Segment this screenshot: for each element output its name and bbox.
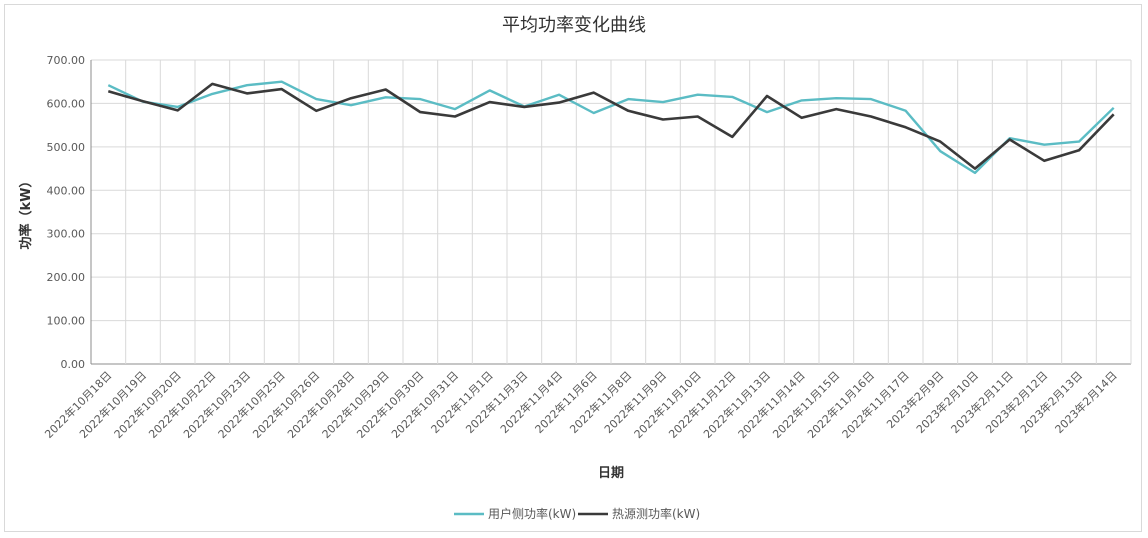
y-tick-label: 400.00 bbox=[47, 184, 86, 197]
chart-legend: 用户侧功率(kW) 热源测功率(kW) bbox=[454, 506, 700, 521]
x-tick-label: 2022年11月8日 bbox=[567, 368, 635, 436]
y-tick-label: 300.00 bbox=[47, 228, 86, 241]
legend-label-1: 用户侧功率(kW) bbox=[488, 506, 576, 521]
x-tick-label: 2023年2月13日 bbox=[1017, 368, 1085, 436]
x-tick-label: 2022年11月4日 bbox=[497, 368, 565, 436]
series-line-1 bbox=[107, 80, 1115, 175]
x-tick-label: 2022年11月3日 bbox=[463, 368, 531, 436]
x-axis-title: 日期 bbox=[598, 466, 624, 481]
x-tick-label: 2023年2月12日 bbox=[983, 368, 1051, 436]
y-tick-label: 500.00 bbox=[47, 141, 86, 154]
x-tick-label: 2022年11月6日 bbox=[532, 368, 600, 436]
legend-label-2: 热源测功率(kW) bbox=[612, 506, 700, 521]
series-line-2 bbox=[107, 82, 1115, 170]
x-tick-label: 2022年11月9日 bbox=[601, 368, 669, 436]
chart-frame bbox=[4, 4, 1142, 532]
x-tick-label: 2023年2月14日 bbox=[1052, 368, 1120, 436]
y-tick-label: 100.00 bbox=[47, 315, 86, 328]
y-tick-label: 600.00 bbox=[47, 97, 86, 110]
y-tick-label: 700.00 bbox=[47, 54, 86, 67]
series-lines bbox=[107, 80, 1115, 175]
x-axis-ticks: 2022年10月18日2022年10月19日2022年10月20日2022年10… bbox=[42, 368, 1120, 441]
x-tick-label: 2023年2月10日 bbox=[913, 368, 981, 436]
chart-grid bbox=[90, 59, 1132, 365]
y-tick-label: 0.00 bbox=[61, 358, 86, 371]
y-tick-label: 200.00 bbox=[47, 271, 86, 284]
x-tick-label: 2023年2月11日 bbox=[948, 368, 1016, 436]
x-tick-label: 2022年11月1日 bbox=[428, 368, 496, 436]
y-axis-ticks: 0.00 100.00 200.00 300.00 400.00 500.00 600.00… bbox=[47, 54, 86, 371]
y-axis-title: 功率（kW） bbox=[18, 175, 34, 250]
chart-title: 平均功率变化曲线 bbox=[502, 15, 646, 36]
